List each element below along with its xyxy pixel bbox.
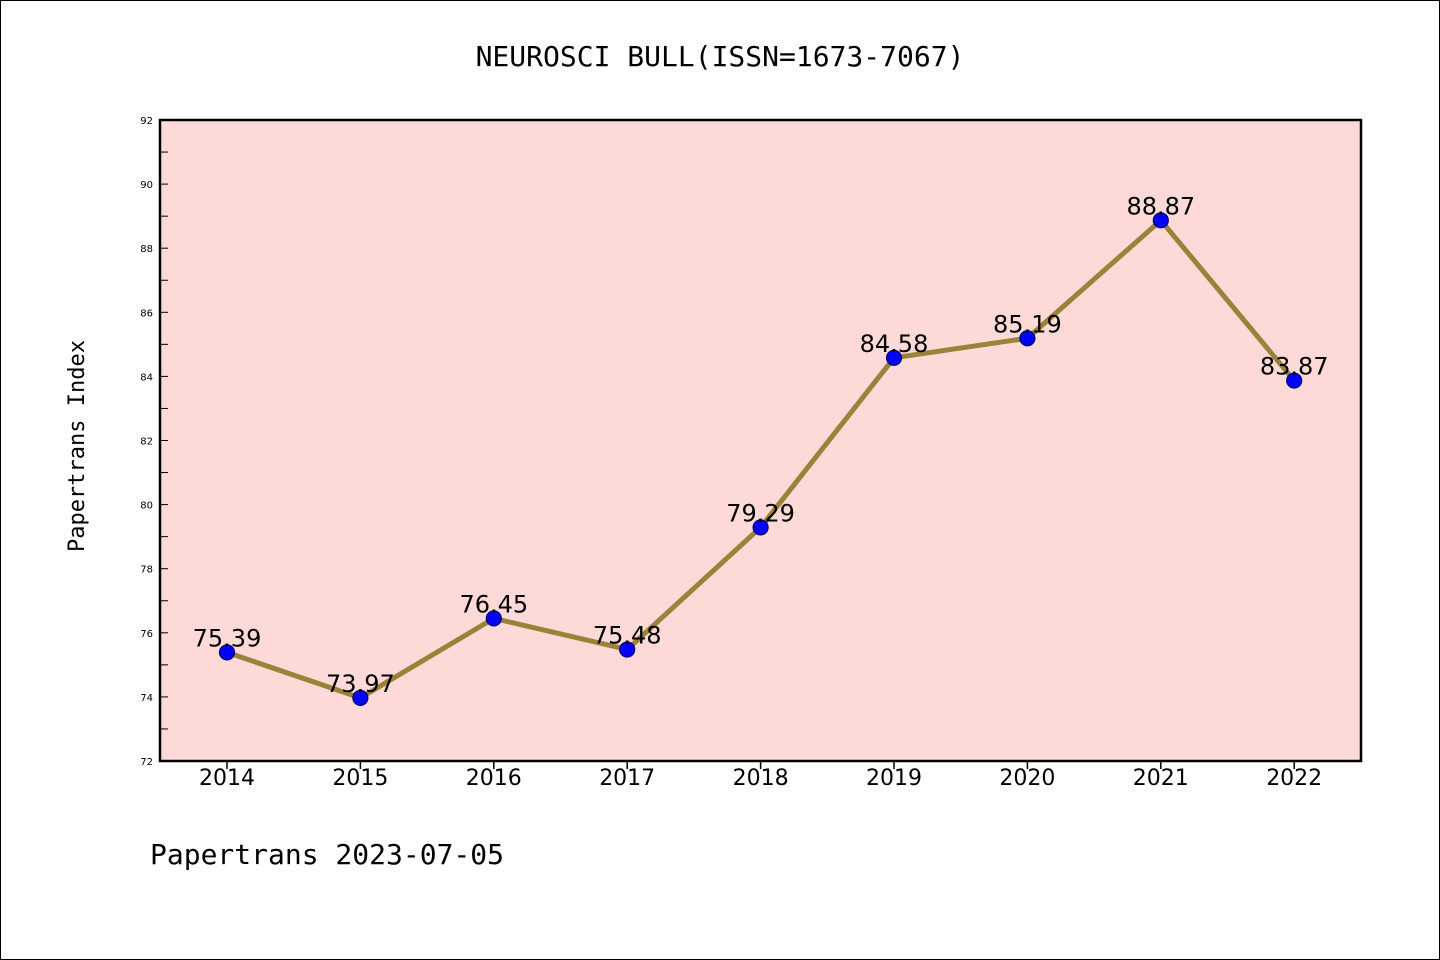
- x-tick-label: 2019: [866, 766, 922, 791]
- y-tick-label: 88: [140, 244, 153, 255]
- data-label-2020: 85.19: [993, 310, 1062, 338]
- data-label-2021: 88.87: [1126, 192, 1195, 220]
- data-point-2015: [352, 689, 369, 706]
- data-point-2019: [885, 349, 903, 366]
- data-label-2017: 75.48: [593, 621, 662, 649]
- data-point-2020: [1019, 330, 1036, 347]
- y-tick-label: 76: [140, 629, 153, 640]
- y-tick-label: 74: [140, 693, 153, 704]
- data-point-2014: [218, 644, 236, 661]
- data-point-2018: [752, 519, 769, 536]
- data-point-2021: [1152, 212, 1169, 229]
- data-label-2018: 79.29: [726, 499, 795, 527]
- data-label-2015: 73.97: [326, 670, 395, 698]
- y-tick-label: 80: [140, 501, 153, 512]
- plot-border: [158, 118, 1363, 763]
- data-point-2016: [485, 610, 502, 627]
- x-tick-label: 2021: [1133, 766, 1189, 791]
- data-point-2022: [1286, 372, 1303, 389]
- data-labels-group: 75.39 73.97 76.45 75.48 79.29 84.58 85.19 88.87…: [193, 192, 1329, 698]
- x-axis: 2014 2015 2016 2017 2018 2019 2020 2021 2022: [199, 761, 1322, 791]
- y-tick-label: 92: [140, 116, 153, 127]
- series-markers-group: [218, 212, 1303, 706]
- chart-title: NEUROSCI BULL(ISSN=1673-7067): [476, 40, 965, 73]
- y-tick-label: 84: [140, 372, 153, 383]
- data-label-2022: 83.87: [1260, 353, 1329, 381]
- y-axis-label: Papertrans Index: [65, 340, 90, 552]
- data-label-2014: 75.39: [193, 624, 262, 652]
- data-label-2019: 84.58: [860, 330, 929, 358]
- x-tick-label: 2017: [599, 766, 655, 791]
- y-tick-label: 82: [140, 437, 153, 448]
- footer-text: Papertrans 2023-07-05: [150, 838, 504, 871]
- data-label-2016: 76.45: [459, 590, 528, 618]
- y-tick-label: 78: [140, 565, 153, 576]
- x-tick-label: 2018: [733, 766, 789, 791]
- x-tick-label: 2020: [999, 766, 1055, 791]
- data-point-2017: [619, 641, 636, 658]
- y-tick-label: 86: [140, 308, 153, 319]
- y-tick-label: 90: [140, 180, 153, 191]
- x-tick-label: 2016: [466, 766, 522, 791]
- y-tick-label: 72: [140, 757, 153, 768]
- x-tick-label: 2014: [199, 766, 255, 791]
- y-axis: 72 74 76 78 80 82 84 86 88 90 92: [140, 116, 168, 768]
- x-tick-label: 2015: [332, 766, 388, 791]
- x-tick-label: 2022: [1266, 766, 1322, 791]
